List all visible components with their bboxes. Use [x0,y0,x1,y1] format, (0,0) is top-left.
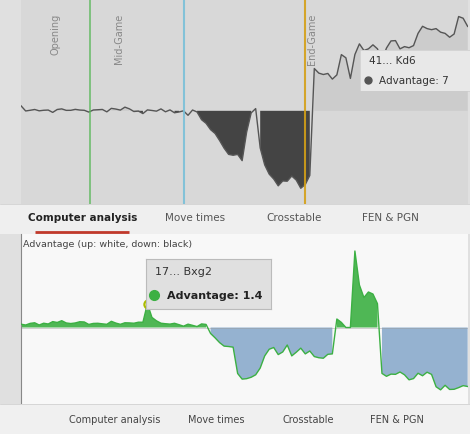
Text: Move times: Move times [188,414,244,424]
Text: Advantage: 1.4: Advantage: 1.4 [167,290,263,300]
Text: Advantage (up: white, down: black): Advantage (up: white, down: black) [24,240,193,249]
Text: Opening: Opening [51,14,61,55]
Text: 41... Kd6: 41... Kd6 [369,56,416,66]
Text: Advantage: 7: Advantage: 7 [379,76,449,85]
Text: Mid-Game: Mid-Game [114,14,124,64]
Text: Computer analysis: Computer analysis [28,213,137,223]
Text: FEN & PGN: FEN & PGN [361,213,419,223]
Text: 17... Bxg2: 17... Bxg2 [155,266,212,276]
Text: Crosstable: Crosstable [266,213,321,223]
Text: Computer analysis: Computer analysis [70,414,161,424]
Text: Crosstable: Crosstable [282,414,334,424]
Text: Move times: Move times [165,213,225,223]
Text: FEN & PGN: FEN & PGN [370,414,424,424]
Text: End-Game: End-Game [307,14,317,65]
